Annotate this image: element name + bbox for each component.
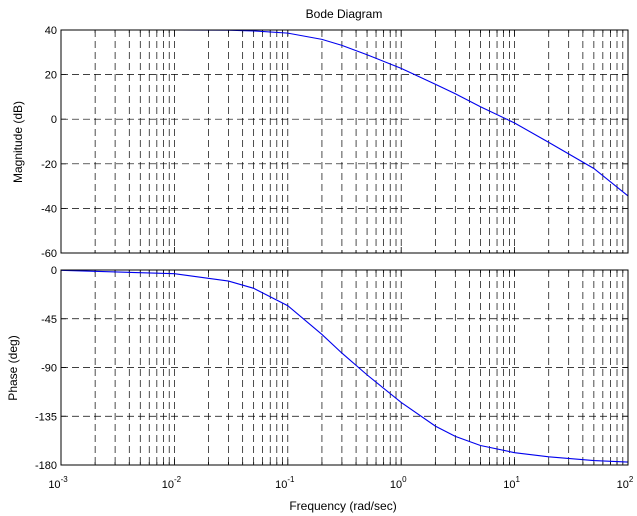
y-tick-label: 40 xyxy=(45,25,57,37)
magnitude-plot: 40 20 0 -20 -40 -60 xyxy=(41,25,629,260)
x-tick-label: 10-1 xyxy=(275,475,295,491)
y-tick-label: -135 xyxy=(35,411,57,423)
y-tick-label: -90 xyxy=(41,363,57,375)
magnitude-axes-frame xyxy=(60,29,629,254)
phase-plot: 0 -45 -90 -135 -180 xyxy=(35,265,629,472)
x-tick-label: 100 xyxy=(390,475,407,491)
frequency-axis-label: Frequency (rad/sec) xyxy=(289,499,396,513)
x-tick-label: 10-2 xyxy=(162,475,182,491)
phase-axes-frame xyxy=(60,269,629,466)
magnitude-axis-label: Magnitude (dB) xyxy=(11,101,25,183)
x-tick-label: 10-3 xyxy=(48,475,68,491)
phase-response-line xyxy=(60,269,629,463)
x-tick-label: 101 xyxy=(503,475,520,491)
phase-axis-label: Phase (deg) xyxy=(6,335,20,400)
y-tick-label: 0 xyxy=(51,265,57,277)
y-tick-label: -45 xyxy=(41,314,57,326)
y-tick-label: 20 xyxy=(45,70,57,82)
chart-title: Bode Diagram xyxy=(306,7,383,21)
y-tick-label: -180 xyxy=(35,460,57,472)
y-tick-label: -20 xyxy=(41,159,57,171)
x-tick-label: 102 xyxy=(617,475,634,491)
magnitude-response-line xyxy=(61,29,629,197)
y-tick-label: 0 xyxy=(51,114,57,126)
frequency-tick-labels: 10-3 10-2 10-1 100 101 102 xyxy=(48,475,634,491)
y-tick-label: -40 xyxy=(41,203,57,215)
y-tick-label: -60 xyxy=(41,248,57,260)
